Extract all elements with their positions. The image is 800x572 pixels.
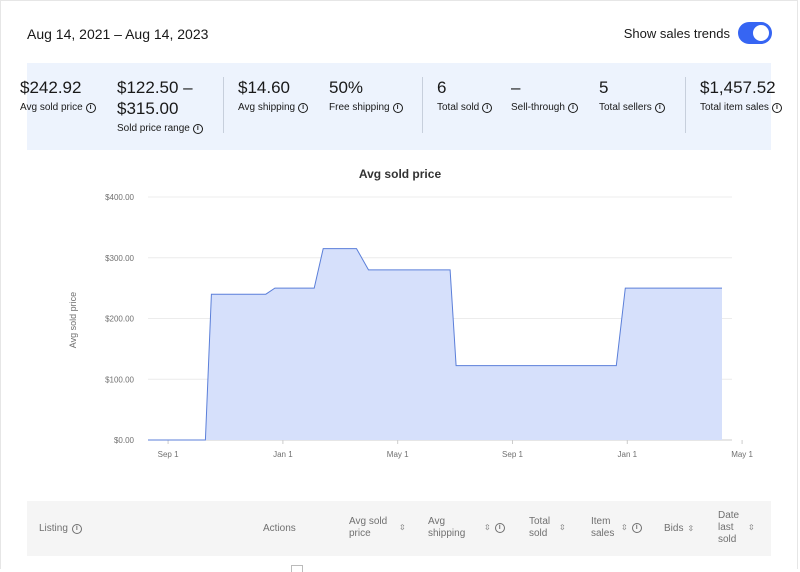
stats-bar: $242.92 Avg sold price i $122.50 – $315.0…: [20, 63, 782, 150]
chart-title: Avg sold price: [358, 167, 442, 181]
info-icon[interactable]: i: [482, 102, 493, 113]
date-range[interactable]: Aug 14, 2021 – Aug 14, 2023: [27, 26, 209, 42]
info-icon[interactable]: i: [392, 102, 403, 113]
x-tick-label: Sep 1: [502, 450, 523, 459]
stat-value: 6: [437, 78, 447, 97]
info-icon[interactable]: i: [567, 102, 578, 113]
sales-trends-toggle[interactable]: [738, 22, 772, 44]
info-icon[interactable]: i: [654, 102, 665, 113]
stat-free-shipping: 50% Free shipping i: [329, 77, 403, 113]
col-actions: Actions: [263, 523, 296, 535]
col-total-sold[interactable]: Total sold ⇳: [529, 516, 566, 540]
col-listing[interactable]: Listing i: [39, 523, 82, 535]
sales-trends-label: Show sales trends: [623, 25, 730, 41]
sort-icon[interactable]: ⇳: [687, 524, 695, 533]
stat-label: Sold price range: [117, 123, 190, 134]
col-label: Listing: [39, 523, 68, 534]
x-tick-label: Jan 1: [273, 450, 293, 459]
sort-icon[interactable]: ⇳: [399, 523, 406, 532]
sort-icon[interactable]: ⇳: [484, 523, 491, 532]
sort-icon[interactable]: ⇳: [621, 523, 628, 532]
price-line: [148, 248, 722, 441]
col-item-sales[interactable]: Item sales ⇳ i: [591, 516, 642, 540]
y-tick-label: $0.00: [114, 436, 135, 445]
col-label: Item sales: [591, 516, 615, 539]
divider: [685, 77, 686, 133]
info-icon[interactable]: i: [71, 524, 82, 534]
sort-icon[interactable]: ⇳: [559, 523, 566, 532]
info-icon[interactable]: i: [85, 102, 96, 113]
stat-label: Total sold: [437, 102, 480, 113]
price-area: [148, 248, 722, 440]
stat-label: Free shipping: [329, 102, 390, 113]
col-date-last-sold[interactable]: Date last sold ⇳: [718, 510, 755, 546]
stat-value: $14.60: [238, 78, 290, 97]
stat-sell-through: – Sell-through i: [511, 77, 578, 113]
y-tick-label: $100.00: [105, 375, 134, 384]
stat-label: Avg shipping: [238, 102, 296, 113]
table-header: Listing i Actions Avg sold price ⇳ Avg shi…: [27, 501, 771, 556]
avg-sold-price-chart: $0.00 $100.00 $200.00 $300.00 $400.00 Sep 1 J…: [68, 193, 754, 459]
col-label: Total sold: [529, 516, 551, 539]
stat-value: 50%: [329, 78, 364, 97]
info-icon[interactable]: i: [494, 523, 505, 533]
stat-label: Sell-through: [511, 102, 565, 113]
col-bids[interactable]: Bids ⇳: [664, 523, 694, 535]
x-tick-label: Sep 1: [158, 450, 179, 459]
sort-icon[interactable]: ⇳: [748, 523, 755, 532]
info-icon[interactable]: i: [771, 102, 782, 113]
stat-value: 5: [599, 78, 609, 97]
col-avg-shipping[interactable]: Avg shipping ⇳ i: [428, 516, 505, 540]
col-label: Bids: [664, 523, 684, 534]
x-tick-label: May 1: [731, 450, 753, 459]
stat-value: $242.92: [20, 78, 82, 97]
stat-label: Total item sales: [700, 102, 769, 113]
y-tick-label: $400.00: [105, 193, 134, 202]
col-label: Avg shipping: [428, 516, 466, 539]
y-axis-label: Avg sold price: [68, 292, 78, 348]
stat-label: Avg sold price: [20, 102, 83, 113]
col-label: Date last sold: [718, 510, 740, 545]
col-avg-sold-price[interactable]: Avg sold price ⇳: [349, 516, 411, 540]
toggle-knob: [752, 24, 770, 42]
info-icon[interactable]: i: [192, 123, 203, 134]
stat-total-item-sales: $1,457.52 Total item sales i: [700, 77, 782, 113]
divider: [422, 77, 423, 133]
stat-total-sold: 6 Total sold i: [437, 77, 493, 113]
stat-avg-sold-price: $242.92 Avg sold price i: [20, 77, 96, 113]
stat-value: $1,457.52: [700, 78, 776, 97]
stat-value: –: [511, 78, 521, 97]
divider: [223, 77, 224, 133]
stat-value: $122.50 –: [117, 78, 193, 97]
stat-label: Total sellers: [599, 102, 652, 113]
stat-value-2: $315.00: [117, 99, 179, 118]
x-tick-label: May 1: [387, 450, 409, 459]
col-label: Actions: [263, 523, 296, 534]
x-tick-label: Jan 1: [618, 450, 638, 459]
info-icon[interactable]: i: [631, 523, 642, 533]
stat-avg-shipping: $14.60 Avg shipping i: [238, 77, 309, 113]
info-icon[interactable]: i: [298, 102, 309, 113]
col-label: Avg sold price: [349, 516, 388, 539]
sales-trends-control[interactable]: Show sales trends: [624, 22, 772, 44]
stat-total-sellers: 5 Total sellers i: [599, 77, 665, 113]
stat-sold-price-range: $122.50 – $315.00 Sold price range i: [117, 77, 203, 134]
y-tick-label: $300.00: [105, 254, 134, 263]
y-tick-label: $200.00: [105, 315, 134, 324]
